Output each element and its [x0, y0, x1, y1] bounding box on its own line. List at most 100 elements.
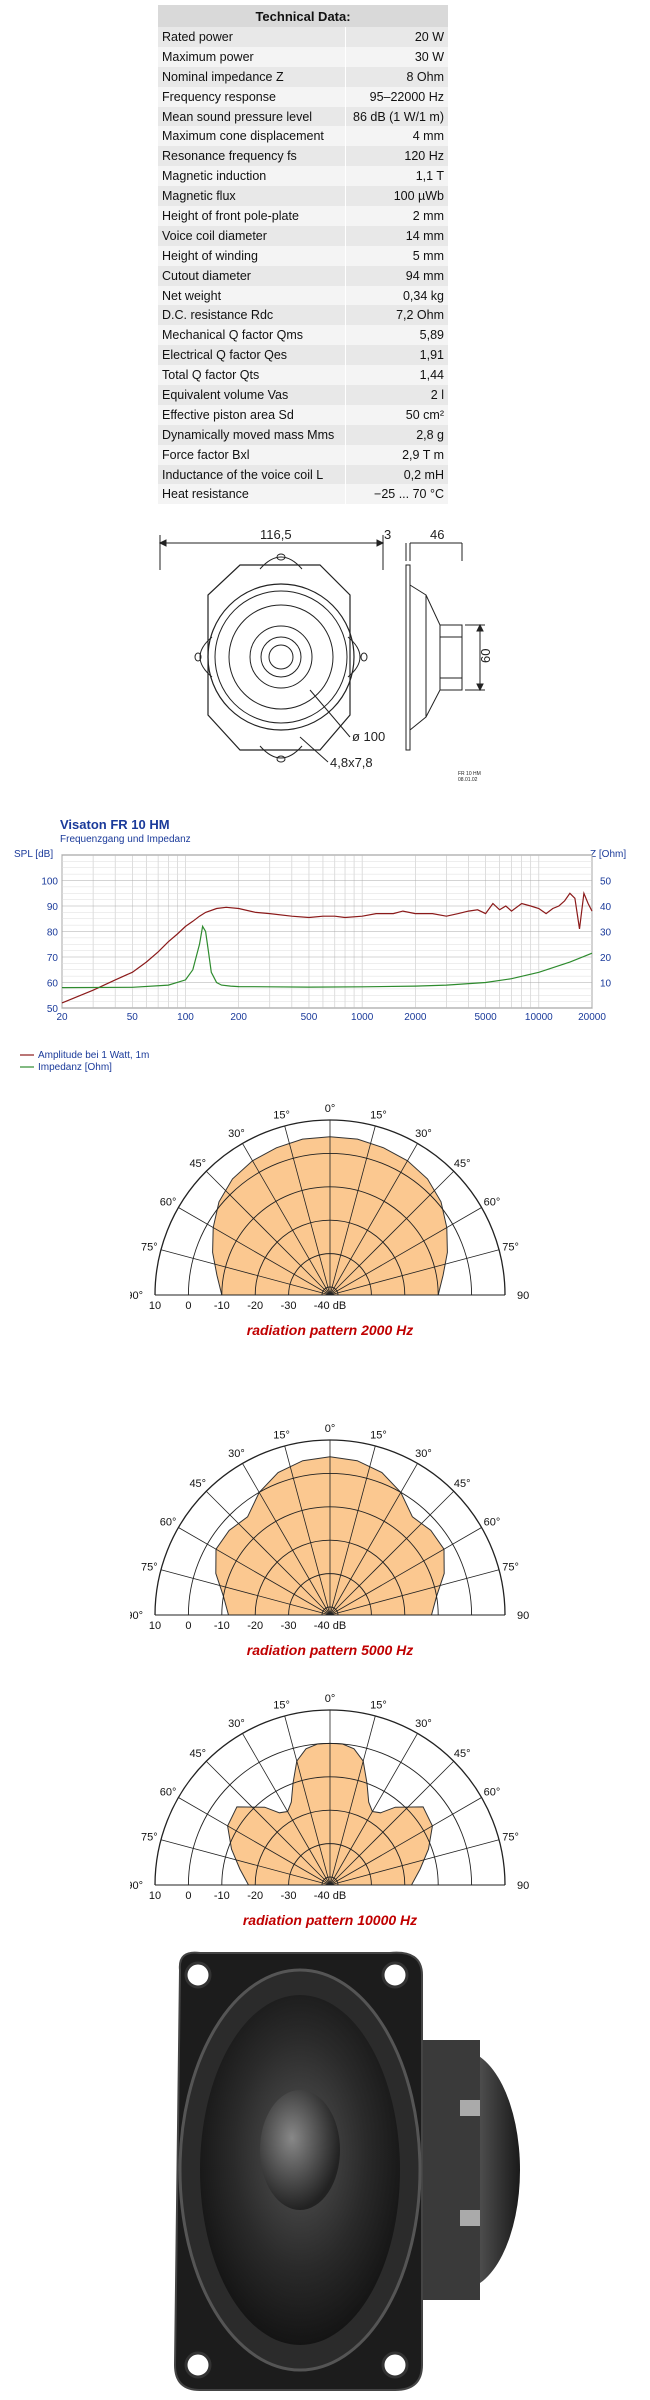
- param-value: 0,34 kg: [344, 285, 448, 306]
- param-value: 0,2 mH: [344, 464, 448, 485]
- pattern-caption: radiation pattern 10000 Hz: [243, 1912, 417, 1928]
- angle-label: 15°: [370, 1109, 387, 1121]
- param-value: 30 W: [344, 46, 448, 67]
- radial: [205, 1760, 331, 1886]
- y2-tick-label: 40: [600, 902, 612, 913]
- pattern-caption: radiation pattern 2000 Hz: [247, 1322, 414, 1338]
- param-value: 120 Hz: [344, 146, 448, 167]
- radial: [329, 1797, 482, 1886]
- angle-label: 45°: [454, 1478, 471, 1490]
- angle-label: 30°: [228, 1448, 245, 1460]
- radial: [178, 1797, 331, 1886]
- param-name: Nominal impedance Z: [158, 66, 346, 87]
- radial: [329, 1143, 418, 1296]
- radial: [329, 1490, 455, 1616]
- radial: [178, 1527, 331, 1616]
- table-row: Dynamically moved mass Mms 2,8 g: [158, 424, 448, 445]
- radial-label: -20: [247, 1620, 263, 1632]
- param-value: 14 mm: [344, 225, 448, 246]
- table-row: Cutout diameter 94 mm: [158, 265, 448, 286]
- param-name: Magnetic flux: [158, 186, 346, 207]
- angle-label: 90°: [517, 1880, 530, 1892]
- radial-label: -30: [281, 1890, 297, 1902]
- y2-axis-label: Z [Ohm]: [590, 849, 626, 860]
- angle-label: 75°: [502, 1562, 519, 1574]
- radial: [205, 1490, 331, 1616]
- radial-label: -40 dB: [314, 1620, 346, 1632]
- param-name: Maximum cone displacement: [158, 126, 346, 147]
- param-name: Voice coil diameter: [158, 225, 346, 246]
- stamp-line1: FR 10 HM: [458, 771, 481, 777]
- radial: [160, 1569, 331, 1616]
- radiation-pattern-2000hz: 0° 15° 15° 30° 30° 45° 45° 60° 60° 75° 75° 90° 90° 10…: [130, 1103, 530, 1338]
- y2-tick-label: 10: [600, 979, 612, 990]
- param-value: 2,9 T m: [344, 444, 448, 465]
- table-row: Mechanical Q factor Qms 5,89: [158, 325, 448, 346]
- radial: [329, 1569, 500, 1616]
- angle-label: 75°: [141, 1562, 158, 1574]
- table-row: Frequency response 95–22000 Hz: [158, 86, 448, 107]
- radial: [160, 1249, 331, 1296]
- table-row: Force factor Bxl 2,9 T m: [158, 444, 448, 465]
- y-tick-label: 70: [47, 953, 59, 964]
- param-value: 2 l: [344, 385, 448, 405]
- angle-label: 15°: [273, 1109, 290, 1121]
- radial-label: -20: [247, 1890, 263, 1902]
- radial-label: -10: [214, 1300, 230, 1312]
- angle-label: 45°: [454, 1158, 471, 1170]
- technical-data-table: Technical Data: Rated power 20 W Maximum p…: [158, 5, 448, 505]
- chart-title: Visaton FR 10 HM: [60, 817, 170, 832]
- angle-label: 60°: [160, 1517, 177, 1529]
- dim-front: 3: [384, 527, 391, 542]
- dim-holes: 4,8x7,8: [330, 755, 373, 770]
- legend-amplitude: Amplitude bei 1 Watt, 1m: [38, 1050, 149, 1061]
- angle-label: 60°: [160, 1197, 177, 1209]
- radial-label: -10: [214, 1890, 230, 1902]
- y2-tick-label: 30: [600, 928, 612, 939]
- radial: [205, 1170, 331, 1296]
- angle-label: 45°: [189, 1478, 206, 1490]
- param-name: Inductance of the voice coil L: [158, 464, 346, 485]
- param-name: Equivalent volume Vas: [158, 385, 346, 405]
- table-row: Maximum power 30 W: [158, 46, 448, 67]
- angle-label: 15°: [370, 1699, 387, 1711]
- x-tick-label: 500: [301, 1012, 318, 1023]
- angle-label: 90°: [130, 1880, 143, 1892]
- radial: [329, 1207, 482, 1296]
- param-name: Height of winding: [158, 245, 346, 266]
- param-value: 86 dB (1 W/1 m): [344, 106, 448, 127]
- radial: [329, 1249, 500, 1296]
- param-name: Electrical Q factor Qes: [158, 345, 346, 366]
- radial: [242, 1733, 331, 1886]
- x-tick-label: 100: [177, 1012, 194, 1023]
- radial: [284, 1715, 331, 1886]
- angle-label: 30°: [415, 1128, 432, 1140]
- radial: [329, 1733, 418, 1886]
- angle-label: 60°: [484, 1517, 501, 1529]
- radial: [178, 1207, 331, 1296]
- table-row: Maximum cone displacement 4 mm: [158, 126, 448, 147]
- param-name: Rated power: [158, 27, 346, 47]
- dim-depth: 46: [430, 527, 444, 542]
- table-row: Total Q factor Qts 1,44: [158, 365, 448, 386]
- radial: [329, 1170, 455, 1296]
- radial: [329, 1463, 418, 1616]
- angle-label: 0°: [325, 1103, 336, 1115]
- param-value: 1,1 T: [344, 166, 448, 187]
- param-name: Magnetic induction: [158, 166, 346, 187]
- x-tick-label: 10000: [525, 1012, 553, 1023]
- param-value: 100 µWb: [344, 186, 448, 207]
- frequency-response-chart: Visaton FR 10 HM Frequenzgang und Impeda…: [14, 817, 626, 1073]
- impedance-line: [61, 924, 593, 989]
- angle-label: 75°: [502, 1242, 519, 1254]
- angle-label: 90°: [517, 1290, 530, 1302]
- angle-label: 30°: [415, 1718, 432, 1730]
- param-name: Mean sound pressure level: [158, 106, 346, 127]
- amplitude-line: [61, 890, 593, 1004]
- param-value: 5 mm: [344, 245, 448, 266]
- param-name: Net weight: [158, 285, 346, 306]
- param-value: 7,2 Ohm: [344, 305, 448, 326]
- param-name: Maximum power: [158, 46, 346, 67]
- table-row: Effective piston area Sd 50 cm²: [158, 404, 448, 425]
- table-row: Height of winding 5 mm: [158, 245, 448, 266]
